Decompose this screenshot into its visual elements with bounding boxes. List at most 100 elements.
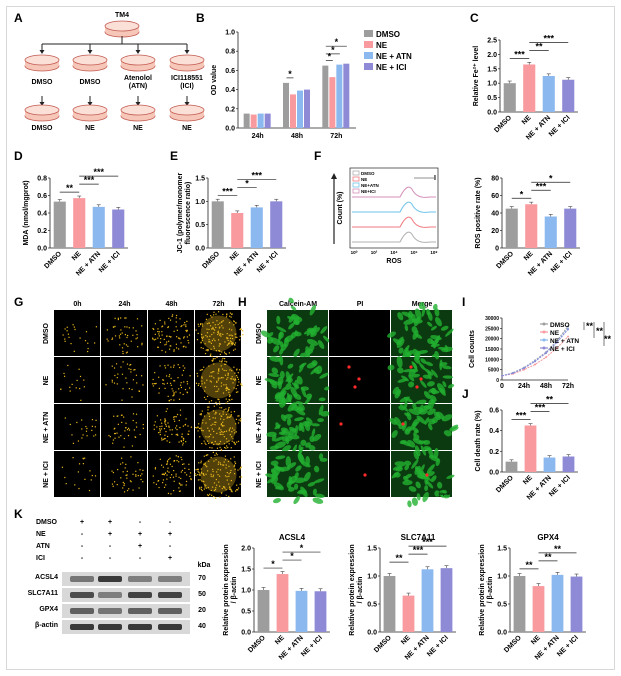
live-cell xyxy=(277,331,282,343)
legend-label: NE+ATN xyxy=(361,183,379,188)
cell-dot xyxy=(134,436,137,438)
cell-dot xyxy=(235,431,237,433)
sig-mark: *** xyxy=(516,411,527,421)
cell-dot xyxy=(175,475,177,477)
dead-cell xyxy=(425,473,429,477)
y-axis-label: Relative Fe²⁺ level xyxy=(473,46,480,107)
cell-dot xyxy=(211,375,213,377)
cell-dot xyxy=(195,474,197,477)
x-tick-label: DMSO xyxy=(493,114,513,134)
x-tick-label: DMSO xyxy=(43,250,63,270)
cell-dot xyxy=(180,325,182,328)
cell-dot xyxy=(233,429,235,431)
cell-dot xyxy=(210,473,212,475)
x-tick-label: NE + ICI xyxy=(548,474,572,498)
cell-dot xyxy=(123,491,126,493)
cell-dot xyxy=(170,474,173,476)
cell-dot xyxy=(197,332,199,335)
cell-dot xyxy=(208,341,210,343)
cell-dot xyxy=(142,469,144,472)
live-cell xyxy=(271,434,277,442)
cell-dot xyxy=(140,478,142,481)
cell-dot xyxy=(220,415,222,417)
cell-dot xyxy=(209,354,212,357)
cell-dot xyxy=(121,457,123,459)
cell-dot xyxy=(221,487,223,490)
x-tick-label: 10⁴ xyxy=(390,250,397,255)
cell-dot xyxy=(215,478,217,481)
cell-dot xyxy=(233,387,235,389)
panel-label-F: F xyxy=(314,149,321,163)
live-cell xyxy=(427,423,433,431)
pretreatment-label: Atenolol (ATN) xyxy=(124,75,152,90)
live-cell xyxy=(309,344,315,351)
cell-dot xyxy=(115,363,118,365)
legend-swatch xyxy=(352,188,360,194)
cell-dot xyxy=(137,346,139,348)
cell-dot xyxy=(231,335,233,337)
cell-dot xyxy=(219,326,221,328)
cell-dot xyxy=(175,314,178,317)
cell-dot xyxy=(200,347,202,349)
cell-dot xyxy=(138,487,140,489)
treatment-mark: - xyxy=(109,555,112,562)
cell-dot xyxy=(229,337,232,339)
cell-dot xyxy=(230,489,232,491)
cell-dot xyxy=(87,350,89,353)
cell-dot xyxy=(239,335,241,337)
cell-dot xyxy=(186,383,189,385)
cell-dot xyxy=(199,436,201,438)
cell-dot xyxy=(214,417,216,419)
cell-dot xyxy=(134,369,136,371)
live-cell xyxy=(310,423,320,427)
cell-dot xyxy=(235,391,238,393)
sig-mark: ** xyxy=(525,560,533,570)
live-cell xyxy=(281,394,286,407)
cell-dot xyxy=(205,422,207,424)
cell-dot xyxy=(117,469,119,471)
cell-dot xyxy=(219,469,222,471)
cell-dot xyxy=(207,349,209,351)
bar xyxy=(336,64,343,128)
cell-dot xyxy=(188,387,191,389)
cell-dot xyxy=(215,487,217,489)
cell-dot xyxy=(220,463,222,466)
live-cell xyxy=(443,430,452,437)
cell-dot xyxy=(215,401,217,404)
cell-dot xyxy=(239,328,241,331)
cell-dots xyxy=(64,417,97,444)
live-cell xyxy=(307,481,316,487)
cell-dot xyxy=(180,477,182,480)
cell-dot xyxy=(179,414,182,416)
cell-dot xyxy=(215,421,217,423)
cell-dot xyxy=(219,418,222,420)
live-cell xyxy=(283,414,293,419)
cell-dot xyxy=(217,331,219,333)
kda-value: 50 xyxy=(198,591,206,598)
panel-label-I: I xyxy=(462,295,465,309)
live-cell xyxy=(303,471,311,482)
y-tick-label: 1.5 xyxy=(497,546,507,553)
kda-value: 70 xyxy=(198,575,206,582)
histogram-curve xyxy=(352,231,436,243)
cell-dot xyxy=(125,377,127,379)
y-axis-label: MDA (nmol/mgprot) xyxy=(23,180,30,245)
cell-dot xyxy=(77,471,79,473)
live-cell xyxy=(288,426,296,432)
live-cell xyxy=(317,418,324,423)
cell-dot xyxy=(164,367,167,369)
treatment-mark: + xyxy=(168,555,172,562)
cell-dot xyxy=(131,445,134,447)
cell-dot xyxy=(183,463,185,465)
cell-dot xyxy=(125,317,127,319)
cell-dot xyxy=(228,352,231,354)
cell-dot xyxy=(221,492,223,494)
cell-dot xyxy=(154,421,156,423)
column-label: PI xyxy=(357,301,364,308)
cell-dot xyxy=(227,409,230,411)
cell-dots xyxy=(153,408,193,446)
cell-dot xyxy=(223,384,225,386)
live-cell xyxy=(427,321,433,327)
cell-dot xyxy=(206,466,208,468)
live-cell xyxy=(285,373,294,382)
